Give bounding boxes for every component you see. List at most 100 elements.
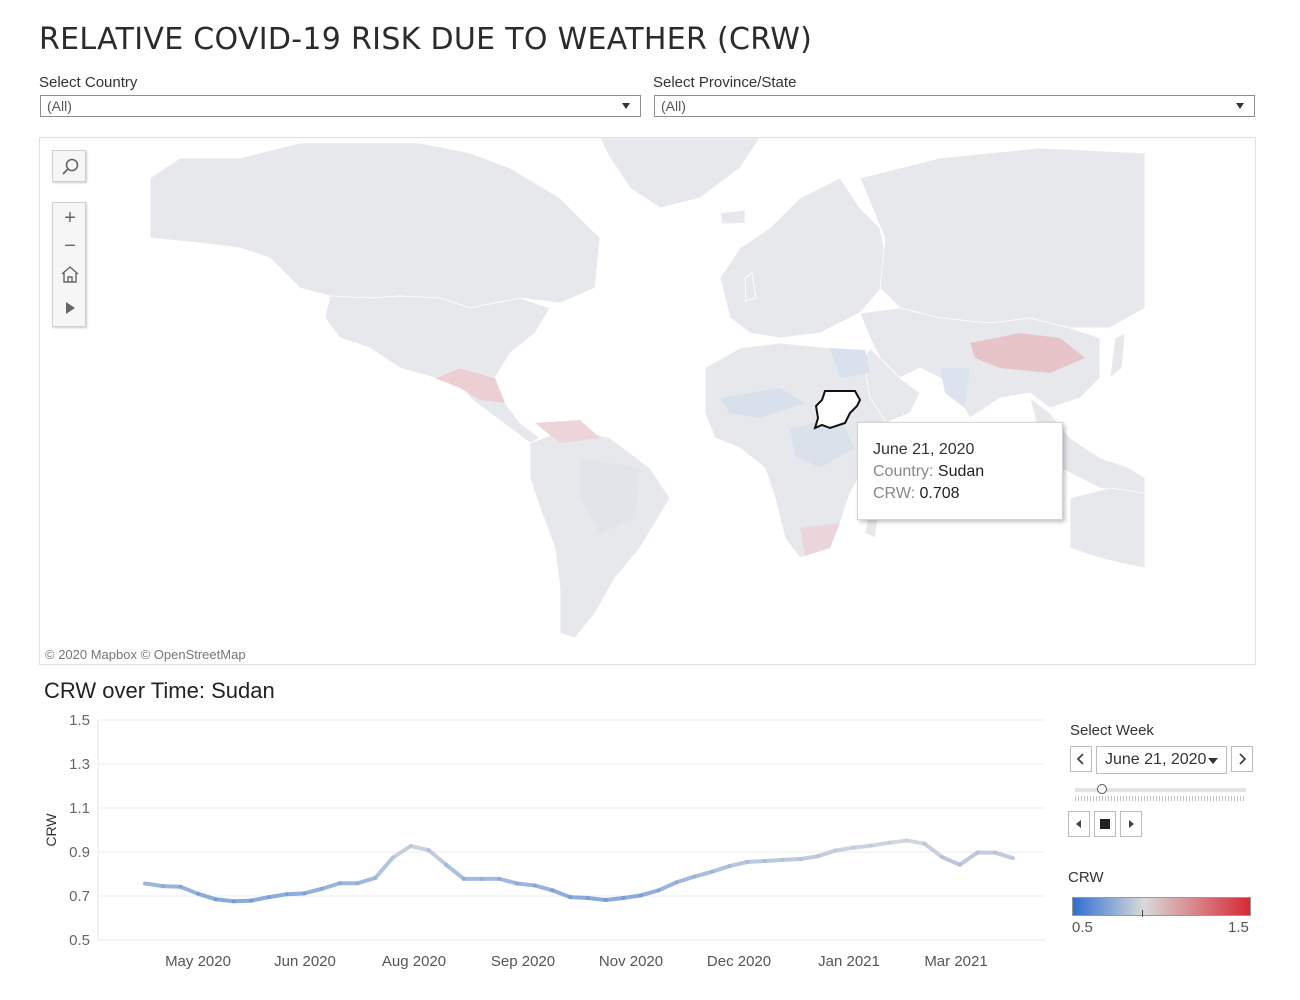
region-west-africa — [720, 388, 805, 418]
stop-button[interactable] — [1094, 811, 1116, 837]
japan — [1109, 332, 1126, 379]
legend-marker — [1142, 910, 1143, 917]
region-venezuela — [535, 420, 600, 443]
chevron-right-icon — [1239, 753, 1247, 765]
map-canvas[interactable] — [40, 138, 1256, 665]
x-tick-label: Dec 2020 — [707, 953, 771, 970]
crw-line-segment — [745, 859, 767, 864]
step-forward-button[interactable] — [1120, 811, 1142, 837]
home-icon[interactable] — [53, 261, 87, 287]
crw-line-segment — [213, 897, 236, 904]
y-tick-label: 0.5 — [69, 932, 90, 949]
region-central-africa — [790, 418, 855, 468]
y-axis-label: CRW — [43, 813, 59, 847]
crw-line-segment — [249, 895, 271, 903]
week-slider-track[interactable] — [1075, 788, 1246, 792]
chevron-left-icon — [1076, 753, 1084, 765]
crw-line-segment — [515, 881, 537, 888]
crw-line-segment — [532, 883, 555, 893]
map-zoom-toolbar: + − — [52, 202, 86, 327]
crw-line-segment — [391, 844, 413, 860]
week-slider-thumb[interactable] — [1097, 784, 1108, 794]
crw-line-segment — [674, 874, 697, 885]
crw-line-chart[interactable]: 1.5 1.3 1.1 0.9 0.7 0.5 CRW May 2020 Jun 2020 Aug… — [0, 700, 1060, 990]
crw-line-segment — [355, 875, 378, 886]
chevron-down-icon — [1208, 758, 1218, 764]
map-tooltip: June 21, 2020 Country: Sudan CRW: 0.708 — [857, 422, 1063, 520]
x-tick-label: Jan 2021 — [818, 953, 880, 970]
region-egypt — [830, 348, 870, 378]
crw-line-segment — [709, 864, 732, 874]
play-icon[interactable] — [53, 295, 87, 321]
crw-line-segment — [692, 869, 714, 879]
crw-line-segment — [887, 838, 909, 845]
legend-max-label: 1.5 — [1228, 919, 1249, 936]
tooltip-crw-value: 0.708 — [919, 485, 960, 502]
crw-line-segment — [656, 880, 679, 893]
crw-line-segment — [922, 841, 945, 860]
zoom-in-icon[interactable]: + — [64, 207, 76, 229]
tooltip-crw-key: CRW: — [873, 485, 916, 502]
legend-title: CRW — [1068, 869, 1104, 886]
tooltip-country-value: Sudan — [937, 463, 985, 480]
legend-min-label: 0.5 — [1072, 919, 1093, 936]
crw-line-segment — [373, 855, 395, 880]
world-map[interactable]: + − © 2020 Mapbox © OpenStreetMap — [39, 137, 1256, 665]
province-dropdown[interactable]: (All) — [654, 95, 1255, 117]
x-tick-label: Nov 2020 — [599, 953, 663, 970]
map-attribution: © 2020 Mapbox © OpenStreetMap — [45, 647, 246, 662]
province-dropdown-value: (All) — [661, 98, 686, 114]
crw-line-segment — [408, 844, 431, 853]
step-back-button[interactable] — [1068, 811, 1090, 837]
uk — [744, 272, 757, 302]
prev-week-button[interactable] — [1070, 746, 1092, 772]
week-dropdown-value: June 21, 2020 — [1105, 751, 1207, 768]
country-dropdown-value: (All) — [47, 98, 72, 114]
step-forward-icon — [1129, 820, 1134, 828]
crw-line-segment — [763, 857, 785, 864]
crw-line-segment — [727, 859, 750, 869]
crw-line-segment — [621, 893, 643, 900]
map-search-tool[interactable] — [52, 150, 86, 182]
crw-line-segment — [143, 881, 165, 889]
tooltip-crw-row: CRW: 0.708 — [873, 483, 1047, 505]
region-china — [970, 333, 1085, 373]
country-dropdown[interactable]: (All) — [40, 95, 641, 117]
crw-line-segment — [267, 892, 289, 900]
y-tick-label: 0.9 — [69, 844, 90, 861]
x-tick-label: Mar 2021 — [924, 953, 987, 970]
crw-line-segment — [302, 886, 325, 896]
region-brazil — [580, 458, 640, 533]
crw-line-segment — [497, 876, 519, 886]
y-tick-label: 1.3 — [69, 756, 90, 773]
x-tick-label: Aug 2020 — [382, 953, 446, 970]
crw-line-segment — [993, 850, 1015, 861]
crw-line-segment — [426, 848, 449, 867]
week-slider-ticks — [1075, 796, 1246, 801]
next-week-button[interactable] — [1231, 746, 1253, 772]
province-filter-label: Select Province/State — [653, 74, 797, 91]
sudan-outline — [813, 390, 862, 430]
usa — [324, 295, 551, 379]
x-tick-label: Jun 2020 — [274, 953, 336, 970]
chevron-down-icon — [1236, 103, 1244, 109]
crw-line-segment — [231, 898, 254, 904]
x-tick-label: Sep 2020 — [491, 953, 555, 970]
page-title: RELATIVE COVID-19 RISK DUE TO WEATHER (C… — [39, 22, 813, 57]
stop-icon — [1100, 819, 1110, 829]
region-south-africa — [800, 523, 840, 556]
australia — [1069, 487, 1146, 569]
tooltip-country-row: Country: Sudan — [873, 461, 1047, 483]
crw-line-segment — [160, 884, 183, 889]
crw-line-segment — [851, 843, 874, 850]
step-back-icon — [1076, 820, 1081, 828]
region-india — [940, 368, 970, 408]
crw-line-segment — [780, 857, 803, 862]
zoom-out-icon[interactable]: − — [64, 235, 76, 257]
greenland — [599, 138, 761, 209]
week-dropdown[interactable]: June 21, 2020 — [1096, 746, 1227, 774]
asia-north — [859, 147, 1146, 329]
crw-line-segment — [904, 838, 927, 846]
y-tick-label: 1.1 — [69, 800, 90, 817]
tooltip-date: June 21, 2020 — [873, 441, 975, 458]
